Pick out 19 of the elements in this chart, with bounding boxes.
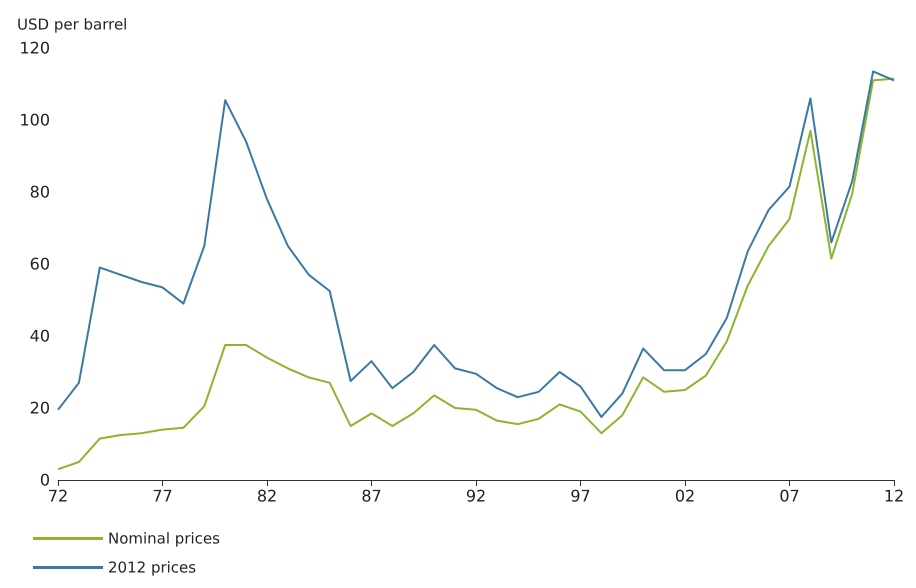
x-tick-label: 07 <box>779 486 800 506</box>
x-tick-label: 87 <box>361 486 382 506</box>
y-tick-label: 80 <box>30 182 50 202</box>
x-tick-label: 97 <box>570 486 591 506</box>
y-tick-label: 40 <box>30 326 50 346</box>
y-tick-label: 0 <box>40 470 50 490</box>
y-tick-label: 20 <box>30 398 50 418</box>
x-tick-label: 12 <box>884 486 904 506</box>
legend-label: 2012 prices <box>108 558 196 576</box>
x-tick-label: 72 <box>48 486 68 506</box>
y-tick-label: 120 <box>19 38 50 58</box>
y-tick-label: 60 <box>30 254 50 274</box>
y-tick-label: 100 <box>19 110 50 130</box>
legend-label: Nominal prices <box>108 530 220 548</box>
y-axis-title: USD per barrel <box>17 16 128 34</box>
x-tick-label: 02 <box>674 486 696 506</box>
x-tick-label: 92 <box>466 486 486 506</box>
x-tick-label: 77 <box>152 486 173 506</box>
x-tick-label: 82 <box>256 486 278 506</box>
